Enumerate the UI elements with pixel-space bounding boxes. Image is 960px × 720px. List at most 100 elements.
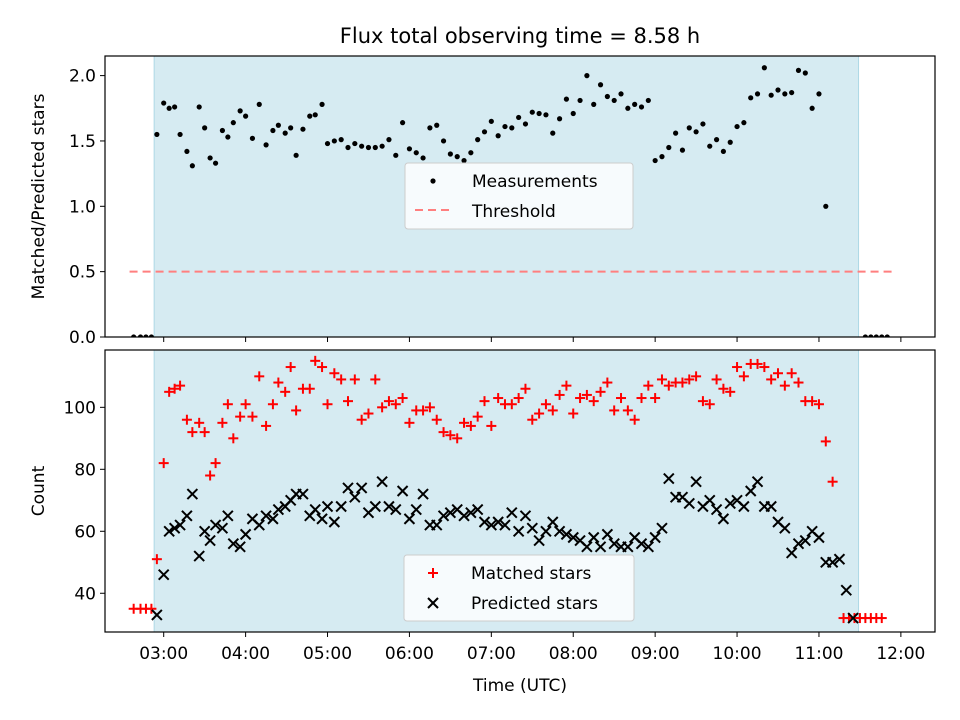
measurement-point bbox=[693, 129, 699, 135]
measurement-point bbox=[720, 148, 727, 155]
y-tick-label: 0.5 bbox=[69, 263, 96, 283]
measurement-point bbox=[754, 91, 761, 97]
measurement-point bbox=[288, 125, 294, 131]
measurement-point bbox=[275, 122, 281, 128]
matched-star-point bbox=[575, 393, 586, 404]
predicted-star-point bbox=[533, 534, 545, 547]
measurement-point bbox=[809, 105, 815, 111]
measurement-point bbox=[406, 146, 413, 152]
measurement-point bbox=[202, 125, 208, 131]
matched-star-point bbox=[704, 399, 715, 410]
matched-star-point bbox=[581, 389, 592, 400]
predicted-star-point bbox=[588, 531, 600, 544]
predicted-star-point bbox=[792, 537, 805, 550]
matched-star-point bbox=[280, 386, 291, 397]
measurement-point bbox=[148, 334, 155, 337]
predicted-star-point bbox=[738, 500, 750, 513]
measurement-point bbox=[789, 89, 795, 96]
predicted-star-point bbox=[309, 503, 321, 516]
matched-star-point bbox=[164, 386, 175, 397]
predicted-star-point bbox=[826, 556, 839, 568]
predicted-star-point bbox=[193, 550, 205, 562]
matched-star-point bbox=[793, 377, 804, 388]
predicted-star-point bbox=[485, 519, 498, 531]
predicted-star-point bbox=[765, 500, 777, 513]
measurement-point bbox=[225, 134, 231, 140]
measurement-point bbox=[427, 125, 433, 131]
matched-star-point bbox=[187, 427, 198, 438]
x-tick-label: 09:00 bbox=[631, 644, 680, 664]
predicted-star-point bbox=[186, 488, 199, 500]
matched-star-point bbox=[759, 362, 770, 373]
measurement-point bbox=[196, 104, 202, 110]
x-tick-label: 12:00 bbox=[876, 644, 925, 664]
predicted-star-point bbox=[567, 531, 579, 544]
predicted-star-point bbox=[683, 497, 695, 510]
matched-star-point bbox=[349, 374, 360, 385]
measurement-point bbox=[172, 104, 178, 110]
measurement-point bbox=[154, 131, 160, 138]
y-axis-label: Matched/Predicted stars bbox=[29, 93, 49, 299]
predicted-star-point bbox=[222, 510, 234, 522]
matched-star-point bbox=[363, 408, 374, 419]
matched-star-point bbox=[169, 383, 180, 394]
measurement-point bbox=[516, 114, 522, 121]
matched-star-point bbox=[222, 399, 233, 410]
matched-star-point bbox=[876, 613, 887, 624]
matched-star-point bbox=[273, 377, 284, 388]
matched-star-point bbox=[534, 408, 545, 419]
measurement-point bbox=[413, 150, 419, 156]
x-tick-label: 07:00 bbox=[467, 644, 516, 664]
measurement-point bbox=[372, 144, 378, 151]
measurement-point bbox=[312, 112, 318, 118]
measurement-point bbox=[307, 113, 313, 119]
y-axis-label: Count bbox=[29, 465, 49, 516]
matched-star-point bbox=[547, 405, 558, 416]
measurement-point bbox=[666, 144, 672, 151]
matched-star-point bbox=[370, 374, 381, 385]
predicted-star-point bbox=[417, 488, 429, 500]
predicted-star-point bbox=[157, 568, 170, 581]
measurement-point bbox=[625, 105, 631, 111]
matched-star-point bbox=[493, 393, 504, 404]
predicted-star-point bbox=[833, 553, 846, 565]
matched-star-point bbox=[786, 368, 797, 379]
matched-star-point bbox=[650, 393, 661, 404]
predicted-star-point bbox=[376, 475, 388, 488]
predicted-star-point bbox=[499, 519, 511, 531]
measurement-point bbox=[352, 140, 358, 147]
predicted-star-point bbox=[642, 541, 655, 553]
measurement-point bbox=[319, 101, 325, 107]
y-tick-label: 40 bbox=[74, 584, 96, 604]
matched-star-point bbox=[175, 380, 186, 391]
predicted-star-point bbox=[390, 503, 402, 516]
measurement-point bbox=[775, 87, 781, 93]
predicted-star-point bbox=[813, 531, 825, 544]
predicted-star-point bbox=[349, 491, 361, 503]
measurement-point bbox=[386, 137, 392, 143]
predicted-star-point bbox=[601, 528, 614, 541]
measurement-point bbox=[816, 91, 822, 97]
measurement-point bbox=[522, 121, 529, 127]
matched-star-point bbox=[561, 380, 572, 391]
predicted-star-point bbox=[431, 519, 443, 531]
predicted-star-point bbox=[174, 519, 186, 531]
matched-star-point bbox=[390, 399, 401, 410]
measurement-point bbox=[399, 120, 406, 126]
y-tick-label: 0.0 bbox=[69, 328, 96, 348]
legend-label: Matched stars bbox=[471, 564, 591, 584]
matched-star-point bbox=[540, 399, 551, 410]
predicted-star-point bbox=[151, 609, 163, 621]
measurement-point bbox=[161, 100, 167, 106]
predicted-star-point bbox=[779, 522, 791, 534]
matched-star-point bbox=[602, 377, 613, 388]
matched-star-point bbox=[322, 399, 333, 410]
measurement-point bbox=[212, 160, 219, 166]
legend-box bbox=[403, 554, 635, 622]
measurement-point bbox=[420, 155, 426, 161]
legend-matched-marker bbox=[428, 568, 438, 578]
matched-star-point bbox=[725, 386, 736, 397]
matched-star-point bbox=[383, 396, 394, 407]
matched-star-point bbox=[807, 396, 818, 407]
